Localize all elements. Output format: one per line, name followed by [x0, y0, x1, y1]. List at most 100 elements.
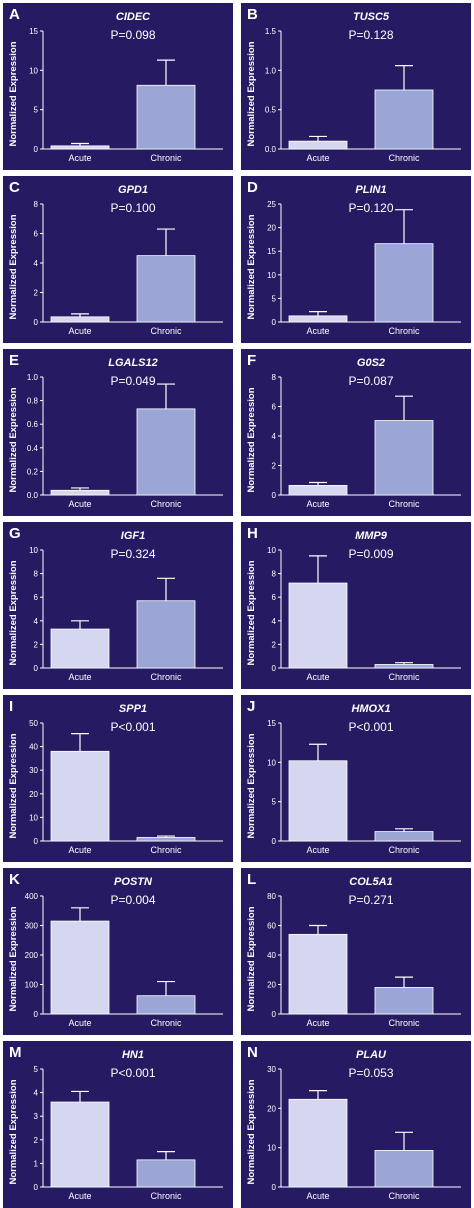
bar-acute [50, 316, 110, 323]
chart-panel-h: H MMP9 P=0.009 Normalized Expression 0 2 4 6 8 10… [241, 522, 471, 689]
y-tick-label: 8 [34, 200, 39, 209]
y-tick-label: 20 [267, 1104, 276, 1113]
bar-chronic [136, 1159, 196, 1188]
y-tick-label: 4 [272, 432, 277, 441]
panel-letter: N [247, 1044, 258, 1061]
bar-chronic [374, 664, 434, 669]
y-tick-label: 0 [272, 1010, 277, 1019]
y-axis-label: Normalized Expression [246, 387, 257, 492]
p-value-label: P<0.001 [110, 720, 155, 734]
p-value-label: P=0.128 [348, 28, 393, 42]
gene-title: CIDEC [116, 11, 151, 23]
y-tick-label: 6 [272, 593, 277, 602]
y-tick-label: 0 [272, 664, 277, 673]
x-category-label: Chronic [388, 845, 420, 855]
x-category-label: Acute [306, 499, 329, 509]
bar-acute [50, 628, 110, 669]
y-tick-label: 6 [34, 230, 39, 239]
y-tick-label: 10 [267, 1144, 276, 1153]
y-tick-label: 30 [267, 1065, 276, 1074]
bar-acute [288, 315, 348, 323]
y-tick-label: 0.5 [265, 106, 277, 115]
x-category-label: Acute [306, 845, 329, 855]
bar-chart-svg: I SPP1 P<0.001 Normalized Expression 0 10 20 30… [8, 698, 223, 855]
p-value-label: P=0.098 [110, 28, 155, 42]
panel-letter: G [9, 525, 21, 542]
gene-title: PLIN1 [355, 184, 386, 196]
y-tick-label: 8 [272, 570, 277, 579]
y-tick-label: 10 [267, 546, 276, 555]
y-axis-label: Normalized Expression [8, 906, 19, 1011]
gene-title: MMP9 [355, 530, 388, 542]
gene-title: HN1 [122, 1049, 144, 1061]
panel-letter: J [247, 698, 255, 715]
bar-chart-svg: K POSTN P=0.004 Normalized Expression 0 100 20… [8, 871, 223, 1028]
chart-panel-m: M HN1 P<0.001 Normalized Expression 0 1 2 3 4 5 Ac… [3, 1041, 233, 1208]
panel-letter: L [247, 871, 256, 888]
x-category-label: Chronic [150, 153, 182, 163]
bar-chart-svg: E LGALS12 P=0.049 Normalized Expression 0.0 0… [8, 352, 223, 509]
panel-letter: F [247, 352, 256, 369]
bar-chronic [136, 255, 196, 323]
panel-letter: I [9, 698, 13, 715]
bar-acute [288, 582, 348, 669]
chart-panel-c: C GPD1 P=0.100 Normalized Expression 0 2 4 6 8 Ac… [3, 176, 233, 343]
gene-title: COL5A1 [349, 876, 392, 888]
y-tick-label: 5 [34, 1065, 39, 1074]
chart-panel-l: L COL5A1 P=0.271 Normalized Expression 0 20 40… [241, 868, 471, 1035]
bar-chronic [136, 408, 196, 496]
chart-panel-k: K POSTN P=0.004 Normalized Expression 0 100 20… [3, 868, 233, 1035]
y-axis-label: Normalized Expression [8, 733, 19, 838]
y-axis-label: Normalized Expression [246, 1079, 257, 1184]
bar-acute [50, 1101, 110, 1188]
x-category-label: Acute [306, 326, 329, 336]
y-tick-label: 8 [34, 570, 39, 579]
y-tick-label: 0.8 [27, 397, 39, 406]
y-tick-label: 0 [34, 1010, 39, 1019]
bar-chronic [136, 837, 196, 842]
bar-acute [288, 485, 348, 496]
panel-letter: E [9, 352, 19, 369]
bar-chronic [136, 995, 196, 1015]
p-value-label: P=0.100 [110, 201, 155, 215]
x-category-label: Acute [68, 845, 91, 855]
y-tick-label: 0 [34, 1183, 39, 1192]
x-category-label: Acute [68, 499, 91, 509]
bar-acute [50, 145, 110, 150]
bar-chronic [374, 831, 434, 842]
panel-letter: M [9, 1044, 22, 1061]
p-value-label: P=0.120 [348, 201, 393, 215]
gene-title: G0S2 [357, 357, 385, 369]
bar-acute [288, 1098, 348, 1188]
bar-chart-svg: H MMP9 P=0.009 Normalized Expression 0 2 4 6 8 10… [246, 525, 461, 682]
x-category-label: Acute [68, 1191, 91, 1201]
y-tick-label: 2 [272, 462, 277, 471]
gene-title: HMOX1 [351, 703, 390, 715]
y-tick-label: 10 [29, 66, 38, 75]
p-value-label: P=0.004 [110, 893, 155, 907]
y-tick-label: 100 [25, 981, 39, 990]
x-category-label: Chronic [388, 499, 420, 509]
y-tick-label: 40 [29, 743, 38, 752]
y-tick-label: 0.4 [27, 444, 39, 453]
bar-acute [50, 489, 110, 496]
x-category-label: Acute [68, 326, 91, 336]
y-tick-label: 4 [272, 617, 277, 626]
gene-title: LGALS12 [108, 357, 158, 369]
p-value-label: P<0.001 [110, 1066, 155, 1080]
y-tick-label: 0 [34, 145, 39, 154]
bar-chart-svg: D PLIN1 P=0.120 Normalized Expression 0 5 10 15… [246, 179, 461, 336]
bar-chronic [374, 987, 434, 1015]
y-tick-label: 25 [267, 200, 276, 209]
y-tick-label: 30 [29, 766, 38, 775]
panel-letter: D [247, 179, 258, 196]
bar-chart-svg: M HN1 P<0.001 Normalized Expression 0 1 2 3 4 5 Ac… [8, 1044, 223, 1201]
x-category-label: Acute [306, 1018, 329, 1028]
x-category-label: Acute [68, 1018, 91, 1028]
p-value-label: P=0.324 [110, 547, 155, 561]
x-category-label: Chronic [388, 672, 420, 682]
x-category-label: Chronic [150, 672, 182, 682]
y-tick-label: 400 [25, 892, 39, 901]
x-category-label: Chronic [150, 499, 182, 509]
x-category-label: Chronic [150, 1191, 182, 1201]
